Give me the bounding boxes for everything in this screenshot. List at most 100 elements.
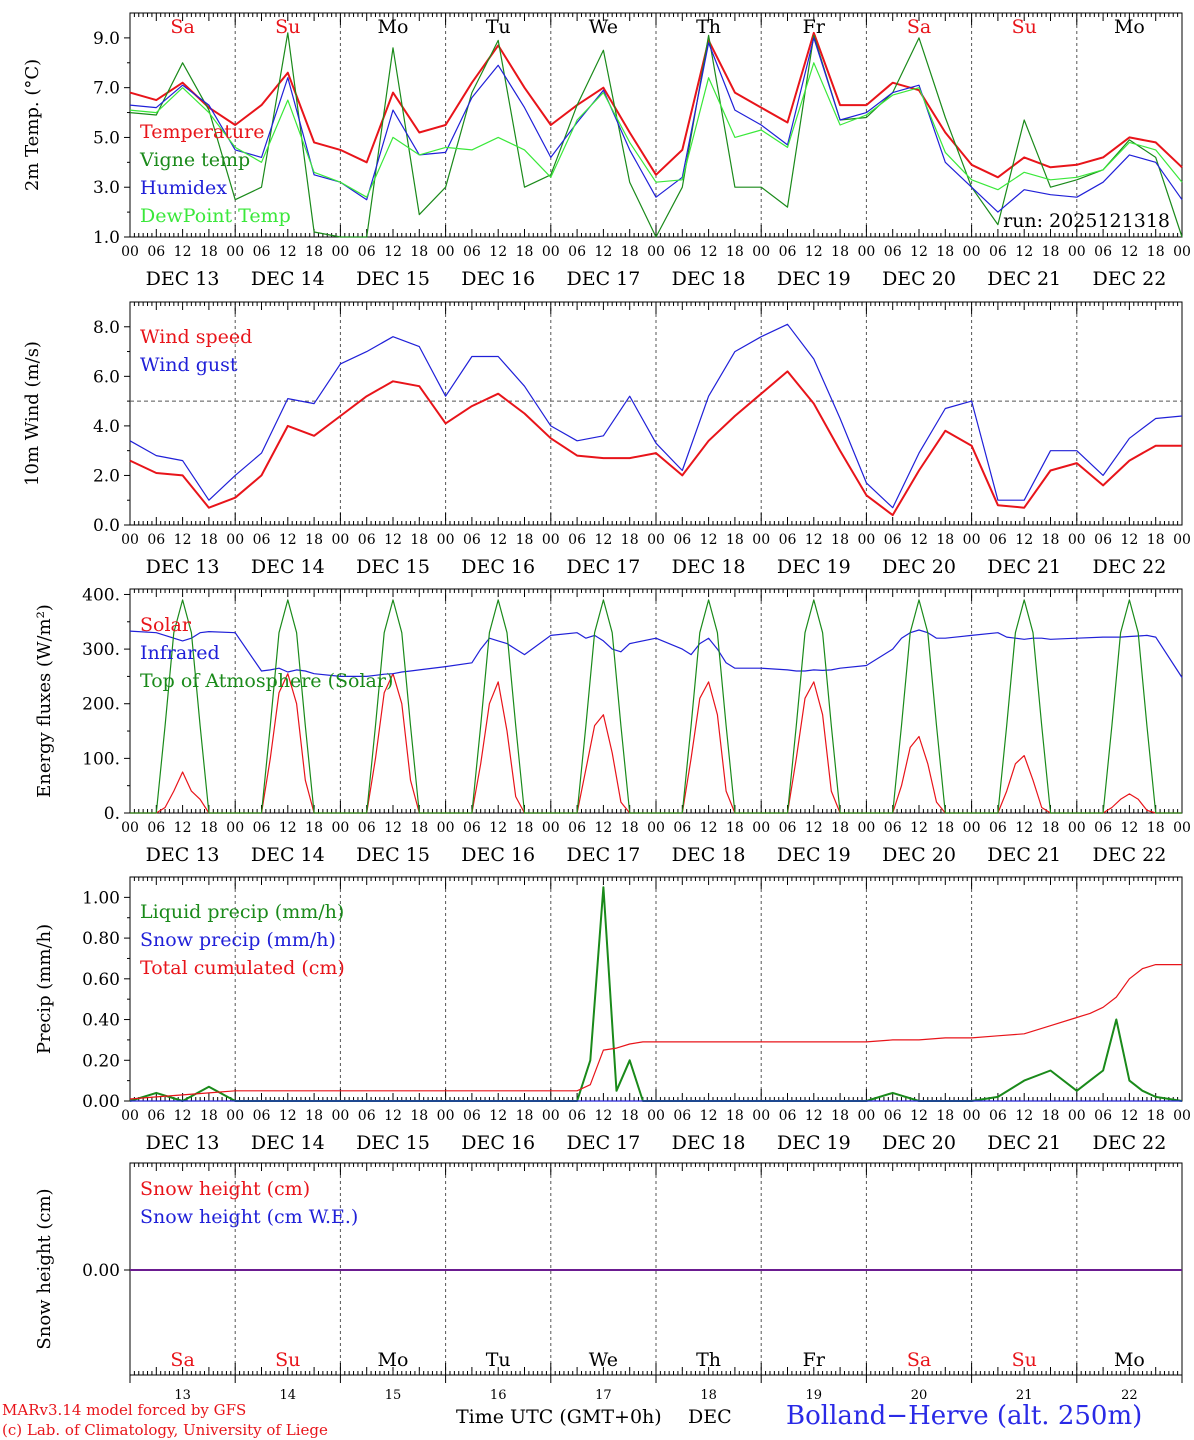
hour-tick-label: 12 [279,820,297,836]
y-tick-label: 8.0 [93,318,120,338]
hour-tick-label: 12 [489,1108,507,1124]
hour-tick-label: 06 [358,244,376,260]
hour-tick-label: 00 [963,532,981,548]
hour-tick-label: 06 [463,820,481,836]
hour-tick-label: 18 [621,820,639,836]
y-tick-label: 0.60 [82,970,120,990]
date-label: DEC 17 [566,556,640,578]
hour-tick-label: 00 [1068,1108,1086,1124]
hour-tick-label: 12 [174,1108,192,1124]
time-axis-label: Time UTC (GMT+0h) [456,1406,662,1428]
hour-tick-label: 06 [463,532,481,548]
hour-tick-label: 00 [752,244,770,260]
hour-tick-label: 12 [594,820,612,836]
hour-tick-label: 00 [437,244,455,260]
hour-tick-label: 06 [884,244,902,260]
hour-tick-label: 06 [779,820,797,836]
weekday-bottom: Mo [1114,1349,1145,1371]
hour-tick-label: 06 [147,532,165,548]
hour-tick-label: 00 [1173,820,1191,836]
hour-tick-label: 00 [857,1108,875,1124]
series-line-0-3 [129,62,1183,198]
y-axis-label: 10m Wind (m/s) [22,341,43,486]
y-tick-label: 200. [82,695,120,715]
y-tick-label: 5.0 [93,128,120,148]
legend-entry: Liquid precip (mm/h) [140,901,344,923]
y-tick-label: 0.00 [82,1261,120,1281]
hour-tick-label: 18 [621,244,639,260]
day-number: 20 [911,1388,928,1403]
station-name: Bolland−Herve (alt. 250m) [786,1401,1143,1431]
date-label: DEC 21 [987,556,1061,578]
hour-tick-label: 00 [647,820,665,836]
hour-tick-label: 18 [305,532,323,548]
day-number: 14 [280,1388,297,1403]
hour-tick-label: 18 [1147,1108,1165,1124]
y-tick-label: 0.80 [82,929,120,949]
weekday-bottom: Su [275,1349,300,1371]
hour-tick-label: 18 [726,244,744,260]
hour-tick-label: 12 [384,1108,402,1124]
hour-tick-label: 06 [253,1108,271,1124]
y-tick-label: 4.0 [93,417,120,437]
hour-tick-label: 00 [121,820,139,836]
hour-tick-label: 06 [463,244,481,260]
date-label: DEC 22 [1092,268,1166,290]
day-number: 17 [595,1388,612,1403]
series-line-0-2 [129,37,1183,213]
weekday-top: Tu [486,16,511,38]
weekday-top: We [589,16,618,38]
date-label: DEC 19 [777,268,851,290]
y-axis-label: Energy fluxes (W/m²) [34,604,55,798]
hour-tick-label: 06 [884,1108,902,1124]
hour-tick-label: 00 [542,244,560,260]
hour-tick-label: 12 [910,1108,928,1124]
hour-tick-label: 00 [542,820,560,836]
date-label: DEC 22 [1092,556,1166,578]
date-label: DEC 18 [672,844,746,866]
legend-entry: Vigne temp [139,149,250,171]
y-tick-label: 400. [82,585,120,605]
hour-tick-label: 00 [331,532,349,548]
hour-tick-label: 18 [410,1108,428,1124]
weekday-bottom: Tu [486,1349,511,1371]
date-label: DEC 17 [566,268,640,290]
series-line-3-2 [129,963,1182,1100]
hour-tick-label: 00 [1173,532,1191,548]
hour-tick-label: 00 [963,244,981,260]
hour-tick-label: 18 [621,532,639,548]
hour-tick-label: 18 [936,820,954,836]
day-number: 13 [174,1388,191,1403]
day-number: 21 [1016,1388,1033,1403]
weekday-top: Su [1012,16,1037,38]
weekday-bottom: We [589,1349,618,1371]
hour-tick-label: 06 [358,820,376,836]
y-tick-label: 0.20 [82,1051,120,1071]
date-label: DEC 20 [882,844,956,866]
hour-tick-label: 18 [831,820,849,836]
hour-tick-label: 12 [1120,244,1138,260]
hour-tick-label: 06 [253,820,271,836]
hour-tick-label: 00 [331,1108,349,1124]
date-label: DEC 14 [251,844,325,866]
weekday-top: Th [696,16,721,38]
y-tick-label: 1.0 [93,228,120,248]
run-annotation: run: 2025121318 [1003,210,1170,232]
hour-tick-label: 06 [1094,244,1112,260]
hour-tick-label: 00 [542,1108,560,1124]
hour-tick-label: 18 [726,532,744,548]
hour-tick-label: 12 [279,532,297,548]
hour-tick-label: 00 [647,244,665,260]
date-label: DEC 16 [461,1132,535,1154]
hour-tick-label: 06 [989,244,1007,260]
hour-tick-label: 06 [147,244,165,260]
hour-tick-label: 18 [831,532,849,548]
weekday-top: Su [275,16,300,38]
hour-tick-label: 12 [489,532,507,548]
hour-tick-label: 00 [437,532,455,548]
hour-tick-label: 18 [936,1108,954,1124]
hour-tick-label: 18 [831,1108,849,1124]
hour-tick-label: 12 [805,820,823,836]
legend-entry: Total cumulated (cm) [140,957,345,979]
